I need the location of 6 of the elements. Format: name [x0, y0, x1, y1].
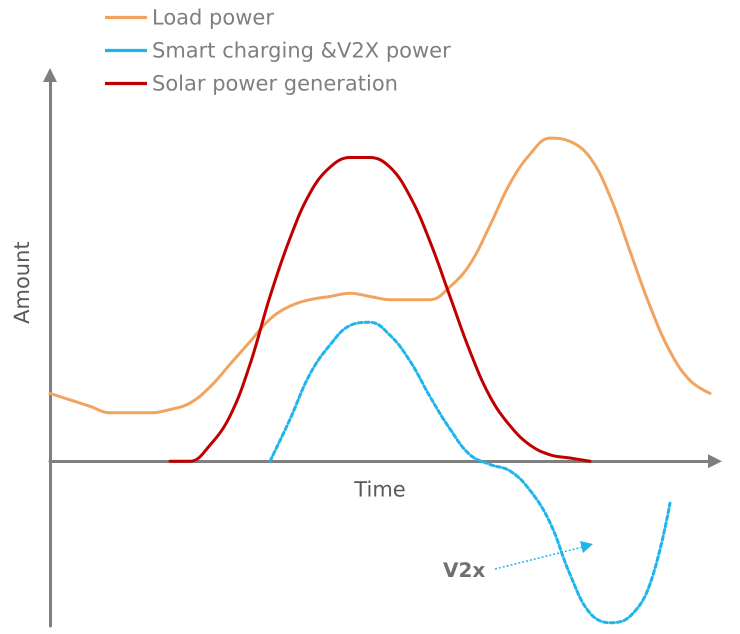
legend-label: Smart charging &V2X power: [152, 38, 452, 62]
legend-label: Solar power generation: [152, 72, 398, 96]
annotation: V2x: [443, 558, 486, 582]
y-axis-title: Amount: [10, 241, 34, 324]
x-axis-title: Time: [353, 478, 406, 502]
legend-label: Load power: [152, 6, 274, 30]
